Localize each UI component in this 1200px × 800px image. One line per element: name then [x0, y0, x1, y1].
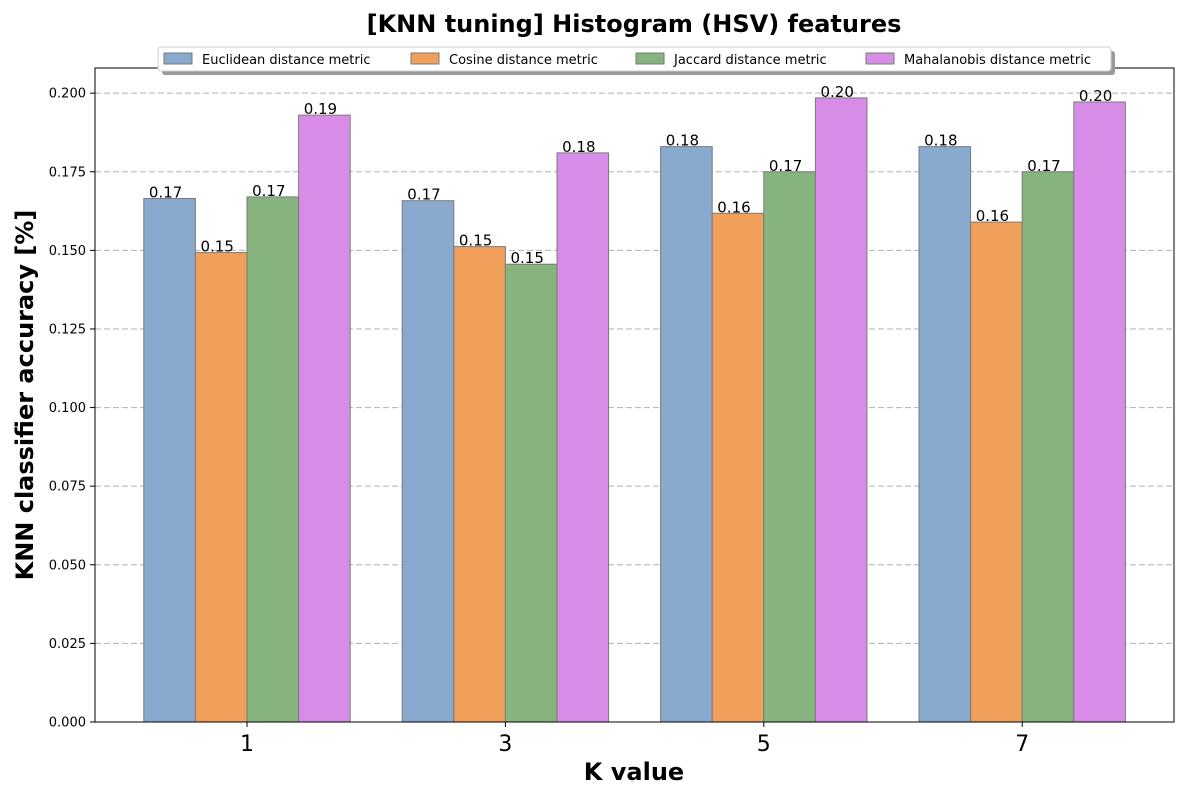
- bar-value-label: 0.18: [666, 132, 699, 150]
- bar: [143, 197, 196, 723]
- y-tick-label: 0.150: [49, 244, 86, 259]
- bar: [504, 263, 558, 723]
- bar-value-label: 0.17: [149, 183, 182, 201]
- x-tick-label: 7: [1015, 732, 1029, 757]
- x-axis-label: K value: [584, 758, 684, 786]
- y-tick-label: 0.000: [49, 716, 86, 731]
- legend-swatch: [635, 52, 665, 65]
- y-tick-label: 0.125: [49, 322, 86, 337]
- bar: [298, 114, 351, 723]
- legend-label: Euclidean distance metric: [202, 53, 371, 68]
- bar-value-label: 0.15: [510, 249, 543, 267]
- y-tick-label: 0.075: [49, 480, 86, 495]
- x-tick-label: 1: [240, 732, 254, 757]
- y-tick-label: 0.025: [49, 637, 86, 652]
- x-tick-label: 5: [757, 732, 771, 757]
- bar: [1073, 101, 1126, 723]
- bar-value-label: 0.17: [1027, 157, 1060, 175]
- bar: [246, 196, 300, 723]
- bar: [556, 152, 610, 723]
- legend-label: Jaccard distance metric: [673, 53, 827, 68]
- bar-value-label: 0.15: [200, 238, 233, 256]
- bar-labels: 0.17 0.15 0.17 0.19 0.17 0.15 0.15 0.18 0.18 0.16…: [149, 83, 1112, 267]
- bar-value-label: 0.17: [769, 157, 802, 175]
- y-axis: 0.000 0.025 0.050 0.075 0.100 0.125 0.150 0.175…: [49, 87, 95, 731]
- bar: [1021, 171, 1075, 723]
- legend-label: Cosine distance metric: [449, 53, 598, 68]
- bars: [143, 97, 1126, 723]
- bar: [194, 252, 248, 723]
- bar-value-label: 0.17: [407, 186, 440, 204]
- bar-value-label: 0.20: [820, 83, 853, 101]
- y-tick-label: 0.200: [49, 87, 86, 102]
- y-tick-label: 0.100: [49, 401, 86, 416]
- bar-value-label: 0.18: [924, 132, 957, 150]
- bar-value-label: 0.15: [459, 232, 492, 250]
- bar-value-label: 0.17: [252, 182, 285, 200]
- bar-value-label: 0.16: [976, 207, 1009, 225]
- legend-label: Mahalanobis distance metric: [904, 53, 1091, 68]
- bar: [453, 246, 506, 723]
- legend-swatch: [163, 52, 193, 65]
- y-tick-label: 0.050: [49, 558, 86, 573]
- legend-swatch: [410, 52, 440, 65]
- y-tick-label: 0.175: [49, 165, 86, 180]
- bar: [763, 171, 816, 723]
- bar: [711, 212, 765, 723]
- chart-title: [KNN tuning] Histogram (HSV) features: [367, 10, 902, 38]
- x-tick-label: 3: [498, 732, 512, 757]
- bar-value-label: 0.16: [717, 198, 750, 216]
- bar-value-label: 0.20: [1079, 87, 1112, 105]
- bar-value-label: 0.18: [562, 138, 595, 156]
- bar: [918, 146, 972, 723]
- legend-swatch: [865, 52, 895, 65]
- bar: [970, 221, 1023, 723]
- bar: [401, 200, 455, 723]
- bar: [660, 146, 713, 723]
- bar: [814, 97, 868, 723]
- x-axis: 1 3 5 7: [240, 722, 1029, 757]
- bar-value-label: 0.19: [304, 100, 337, 118]
- y-axis-label: KNN classifier accuracy [%]: [11, 210, 39, 581]
- legend: Euclidean distance metric Cosine distance…: [157, 46, 1115, 75]
